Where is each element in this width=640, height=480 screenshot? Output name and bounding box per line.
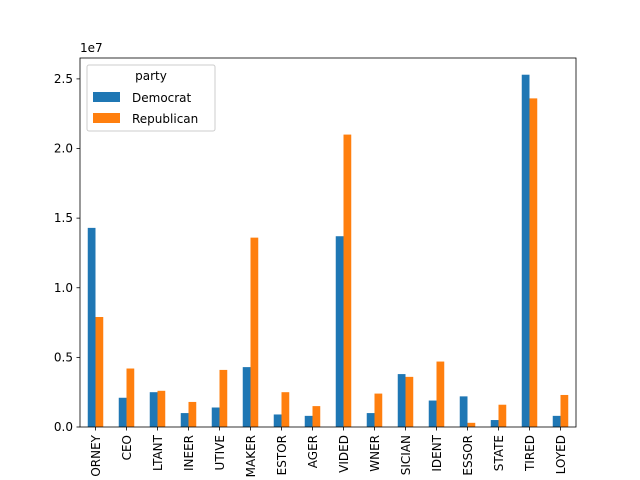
bar-democrat-sician [397,374,406,427]
legend-swatch-republican [93,113,120,123]
bar-republican-state [498,404,507,427]
x-tick-label: VIDED [337,435,351,473]
bar-republican-orney [95,317,104,427]
bar-republican-ineer [188,401,197,427]
y-tick-label: 0.0 [54,420,73,434]
legend: party Democrat Republican [86,64,216,132]
bar-democrat-wner [366,413,375,427]
x-tick-label: IDENT [430,434,444,471]
x-tick-label: LTANT [151,434,165,471]
bar-republican-vided [343,134,352,427]
bar-republican-ident [436,361,445,427]
x-tick-label: WNER [368,435,382,472]
bar-republican-sician [405,376,414,427]
x-tick-layer: ORNEY CEO LTANT INEER UTIVE MAKER ESTOR AGER VID… [89,427,568,477]
x-tick-label: TIRED [523,435,537,472]
bar-democrat-loyed [552,415,561,427]
bar-democrat-ident [428,400,437,427]
x-tick-label: LOYED [554,435,568,474]
legend-swatch-democrat [93,92,120,102]
bar-democrat-ceo [118,397,127,427]
y-offset-label: 1e7 [80,41,103,55]
bar-democrat-maker [242,367,251,427]
bar-republican-ager [312,406,321,427]
x-tick-label: MAKER [244,435,258,477]
x-tick-label: ORNEY [89,434,103,476]
bar-republican-utive [219,369,228,427]
bar-republican-tired [529,98,538,427]
bar-democrat-ineer [180,413,189,427]
bar-republican-loyed [560,394,569,427]
bar-democrat-estor [273,414,282,427]
x-tick-label: AGER [306,435,320,468]
bar-democrat-ltant [149,392,158,427]
bar-democrat-ager [304,415,313,427]
legend-label-democrat: Democrat [132,91,192,105]
bar-democrat-state [490,420,499,427]
bar-democrat-essor [459,396,468,427]
bar-democrat-tired [521,74,530,428]
bar-republican-maker [250,237,259,427]
y-tick-label: 1.5 [54,211,73,225]
bar-republican-ceo [126,368,135,427]
bar-republican-ltant [157,390,166,427]
bars-layer [87,74,569,428]
axes-layer: 0.0 0.5 1.0 1.5 2.0 2.5 [54,57,577,434]
legend-title: party [135,69,167,83]
y-tick-label: 2.0 [54,142,73,156]
bar-democrat-vided [335,236,344,427]
bar-republican-estor [281,392,290,427]
x-tick-label: SICIAN [399,435,413,475]
legend-label-republican: Republican [132,112,198,126]
bar-republican-essor [467,422,476,427]
bar-republican-wner [374,393,383,427]
bar-democrat-orney [87,227,96,427]
y-tick-label: 0.5 [54,350,73,364]
x-tick-label: INEER [182,435,196,471]
x-tick-label: STATE [492,435,506,471]
x-tick-label: UTIVE [213,435,227,470]
y-tick-label: 1.0 [54,281,73,295]
bar-democrat-utive [211,407,220,427]
plot-frame [79,57,577,428]
y-tick-label: 2.5 [54,72,73,86]
x-tick-label: ESTOR [275,435,289,475]
x-tick-label: ESSOR [461,435,475,476]
x-tick-label: CEO [120,435,134,460]
